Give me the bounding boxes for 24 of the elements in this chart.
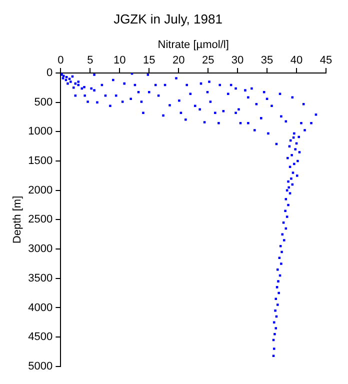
y-tick-label: 5000: [28, 360, 53, 372]
x-tick-label: 25: [202, 54, 214, 66]
x-tick-label: 15: [142, 54, 156, 66]
x-tick-label: 35: [260, 54, 274, 66]
y-tick-label: 1500: [28, 155, 53, 168]
x-tick-label: 5: [87, 54, 94, 66]
x-tick-label: 20: [172, 54, 185, 66]
y-tick-label: 2500: [28, 214, 53, 226]
y-axis-title: Depth [m]: [12, 196, 24, 244]
x-tick-label: 10: [114, 54, 126, 66]
y-tick-label: 3000: [28, 243, 53, 256]
y-tick-label: 500: [34, 96, 53, 108]
chart-title: JGZK in July, 1981: [114, 11, 222, 26]
y-tick-label: 4000: [28, 302, 53, 314]
x-axis-title: Nitrate [µmol/l]: [158, 39, 229, 52]
y-tick-label: 0: [46, 67, 53, 80]
x-tick-label: 40: [290, 54, 303, 66]
x-tick-label: 0: [58, 54, 64, 66]
y-tick-label: 4500: [28, 331, 53, 344]
y-tick-label: 3500: [28, 272, 53, 284]
y-tick-label: 2000: [28, 184, 53, 196]
x-tick-label: 45: [320, 54, 332, 66]
x-tick-label: 30: [231, 54, 244, 66]
y-tick-label: 1000: [28, 126, 53, 138]
